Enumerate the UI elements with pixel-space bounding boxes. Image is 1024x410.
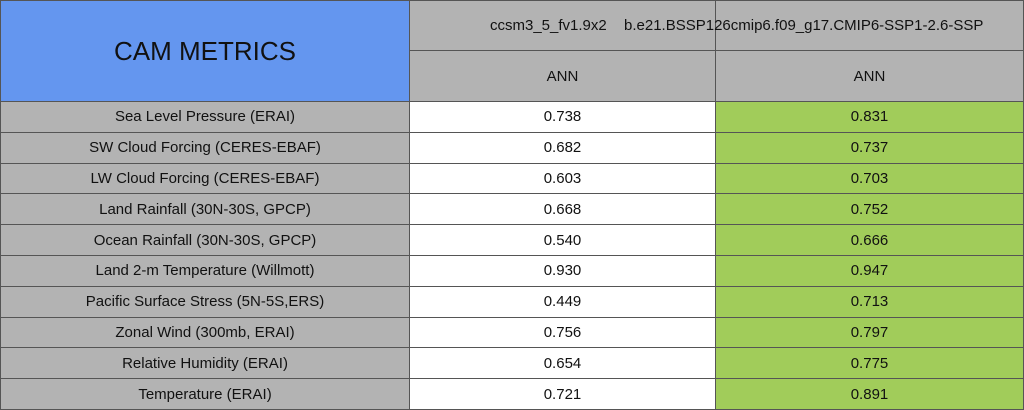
value-cell: 0.682 [410,132,716,164]
value-cell: 0.737 [716,132,1024,164]
value-cell: 0.540 [410,225,716,256]
value-cell: 0.721 [410,379,716,410]
row-label: Land Rainfall (30N-30S, GPCP) [0,194,410,226]
value-cell: 0.666 [716,225,1024,256]
value-cell: 0.947 [716,256,1024,287]
period-cell: ANN [716,51,1024,102]
value-cell: 0.775 [716,348,1024,380]
row-label: SW Cloud Forcing (CERES-EBAF) [0,132,410,164]
value-cell: 0.797 [716,317,1024,349]
value-cell: 0.449 [410,286,716,318]
row-label: Temperature (ERAI) [0,379,410,410]
value-cell: 0.738 [410,102,716,133]
value-cell: 0.831 [716,102,1024,133]
row-label: LW Cloud Forcing (CERES-EBAF) [0,163,410,195]
row-label: Zonal Wind (300mb, ERAI) [0,317,410,349]
header-cell [410,0,716,51]
row-label: Pacific Surface Stress (5N-5S,ERS) [0,286,410,318]
row-label: Ocean Rainfall (30N-30S, GPCP) [0,225,410,256]
value-cell: 0.603 [410,163,716,195]
table-title: CAM METRICS [0,0,410,102]
row-label: Land 2-m Temperature (Willmott) [0,256,410,287]
value-cell: 0.668 [410,194,716,226]
row-label: Relative Humidity (ERAI) [0,348,410,380]
row-label: Sea Level Pressure (ERAI) [0,102,410,133]
value-cell: 0.703 [716,163,1024,195]
period-cell: ANN [410,51,716,102]
value-cell: 0.930 [410,256,716,287]
header-cell [716,0,1024,51]
value-cell: 0.756 [410,317,716,349]
case-name: ccsm3_5_fv1.9x2 [490,17,607,34]
value-cell: 0.713 [716,286,1024,318]
value-cell: 0.752 [716,194,1024,226]
value-cell: 0.654 [410,348,716,380]
value-cell: 0.891 [716,379,1024,410]
case-name: b.e21.BSSP126cmip6.f09_g17.CMIP6-SSP1-2.… [624,17,984,34]
